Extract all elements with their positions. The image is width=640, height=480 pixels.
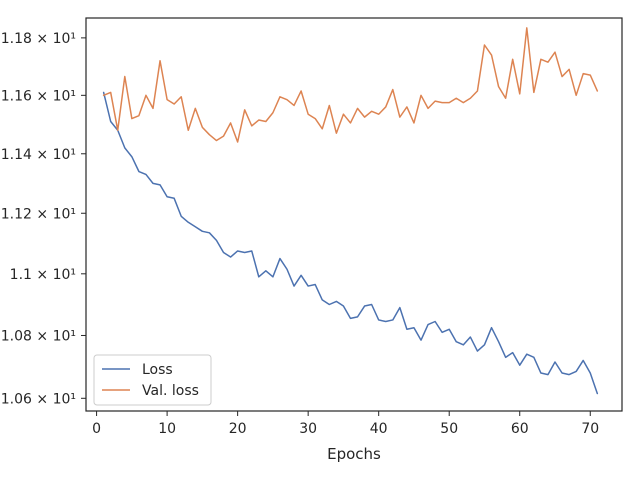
y-axis: 1.06 × 10¹ 1.08 × 10¹ 1.1 × 10¹ 1.12 × 10¹ 1… (1, 31, 86, 407)
x-tick-label: 60 (511, 421, 529, 437)
y-tick-label: 1.1 × 10¹ (10, 267, 76, 283)
x-tick-label: 50 (440, 421, 458, 437)
series-line-val-loss (102, 27, 599, 143)
legend-box (93, 354, 212, 406)
y-tick-label: 1.18 × 10¹ (1, 31, 76, 47)
x-tick-label: 70 (581, 421, 599, 437)
x-tick-label: 40 (370, 421, 388, 437)
plot-frame (85, 17, 623, 412)
y-tick-label: 1.06 × 10¹ (1, 391, 76, 407)
legend: Loss Val. loss (93, 354, 212, 406)
y-tick-label: 1.14 × 10¹ (1, 147, 76, 163)
series-lines (102, 27, 599, 395)
y-tick-label: 1.16 × 10¹ (1, 88, 76, 104)
x-tick-label: 20 (229, 421, 247, 437)
legend-label-val-loss: Val. loss (142, 383, 199, 399)
x-tick-label: 30 (299, 421, 317, 437)
y-tick-label: 1.12 × 10¹ (1, 206, 76, 222)
x-axis: 0 10 20 30 40 50 60 70 (92, 411, 599, 437)
series-line-loss (102, 91, 599, 395)
x-tick-label: 10 (158, 421, 176, 437)
x-axis-label: Epochs (327, 445, 381, 463)
x-tick-label: 0 (92, 421, 101, 437)
legend-label-loss: Loss (142, 362, 173, 378)
y-tick-label: 1.08 × 10¹ (1, 328, 76, 344)
